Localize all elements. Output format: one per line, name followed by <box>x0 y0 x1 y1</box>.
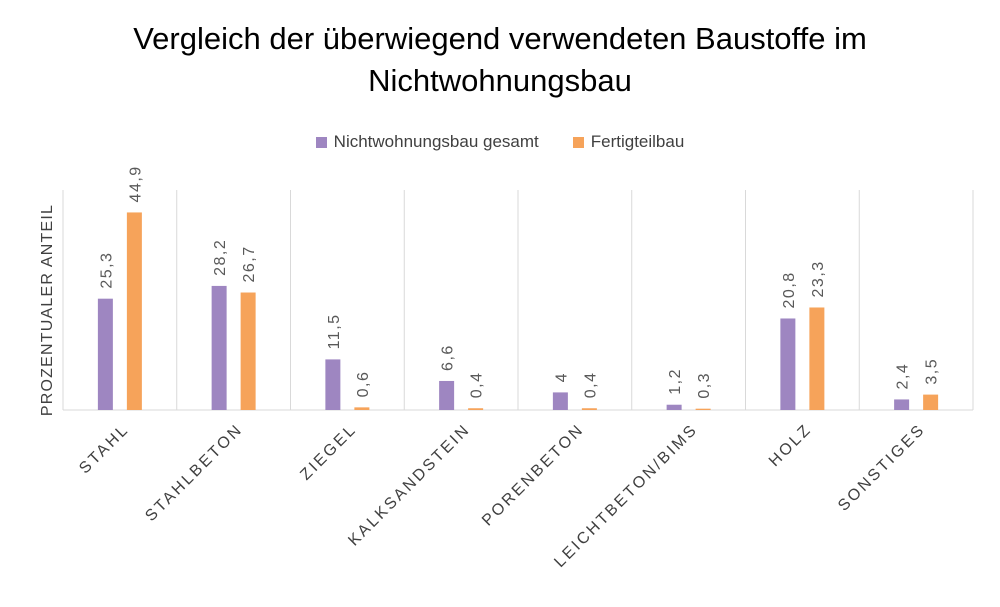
bar-gesamt-7 <box>780 318 796 410</box>
bar-gesamt-8 <box>894 399 910 410</box>
bar-gesamt-2 <box>211 285 227 410</box>
data-label-gesamt-3: 11,5 <box>326 313 343 349</box>
bar-gesamt-5 <box>552 392 568 410</box>
chart-title-line-2: Nichtwohnungsbau <box>368 63 632 98</box>
bar-fertigteilbau-2 <box>240 292 256 410</box>
legend-swatch-series-1 <box>315 136 327 148</box>
legend-item-series-2[interactable]: Fertigteilbau <box>572 132 685 152</box>
bar-fertigteilbau-8 <box>923 394 939 410</box>
x-tick-label-3: ZIEGEL <box>297 421 360 484</box>
data-label-fertigteilbau-8: 3,5 <box>924 358 941 385</box>
bar-fertigteilbau-1 <box>126 212 142 410</box>
bar-gesamt-3 <box>325 359 341 410</box>
legend-label-series-1: Nichtwohnungsbau gesamt <box>333 132 539 151</box>
legend-swatch-series-2 <box>572 136 584 148</box>
bar-fertigteilbau-4 <box>468 408 484 410</box>
legend-label-series-2: Fertigteilbau <box>590 132 685 151</box>
bar-fertigteilbau-5 <box>581 408 597 410</box>
data-label-fertigteilbau-1: 44,9 <box>127 165 144 202</box>
x-tick-label-8: SONSTIGES <box>835 421 929 515</box>
data-label-fertigteilbau-5: 0,4 <box>582 371 599 398</box>
legend: Nichtwohnungsbau gesamt Fertigteilbau <box>0 132 1000 152</box>
x-tick-label-1: STAHL <box>76 421 132 477</box>
chart-title-line-1: Vergleich der überwiegend verwendeten Ba… <box>133 21 867 56</box>
data-label-gesamt-5: 4 <box>553 372 570 382</box>
data-label-fertigteilbau-6: 0,3 <box>696 372 713 399</box>
bar-gesamt-4 <box>439 380 455 410</box>
data-label-gesamt-1: 25,3 <box>98 252 115 289</box>
data-label-gesamt-4: 6,6 <box>440 344 457 371</box>
data-label-gesamt-6: 1,2 <box>667 368 684 395</box>
x-tick-label-7: HOLZ <box>766 421 815 470</box>
x-tick-label-4: KALKSANDSTEIN <box>345 421 474 550</box>
data-label-fertigteilbau-4: 0,4 <box>469 371 486 398</box>
legend-item-series-1[interactable]: Nichtwohnungsbau gesamt <box>315 132 539 152</box>
chart-title: Vergleich der überwiegend verwendeten Ba… <box>0 18 1000 102</box>
bar-fertigteilbau-6 <box>695 408 711 410</box>
data-label-fertigteilbau-2: 26,7 <box>241 245 258 282</box>
data-label-fertigteilbau-3: 0,6 <box>355 371 372 398</box>
data-label-gesamt-7: 20,8 <box>781 271 798 308</box>
y-axis-title: PROZENTUALER ANTEIL <box>39 204 56 416</box>
x-tick-label-5: PORENBETON <box>479 421 588 530</box>
data-label-gesamt-2: 28,2 <box>212 239 229 276</box>
data-label-gesamt-8: 2,4 <box>895 363 912 390</box>
data-label-fertigteilbau-7: 23,3 <box>810 260 827 297</box>
bar-gesamt-6 <box>666 404 682 410</box>
bar-fertigteilbau-7 <box>809 307 825 410</box>
x-tick-label-2: STAHLBETON <box>142 421 246 525</box>
bar-fertigteilbau-3 <box>354 407 370 410</box>
bar-gesamt-1 <box>97 298 113 410</box>
